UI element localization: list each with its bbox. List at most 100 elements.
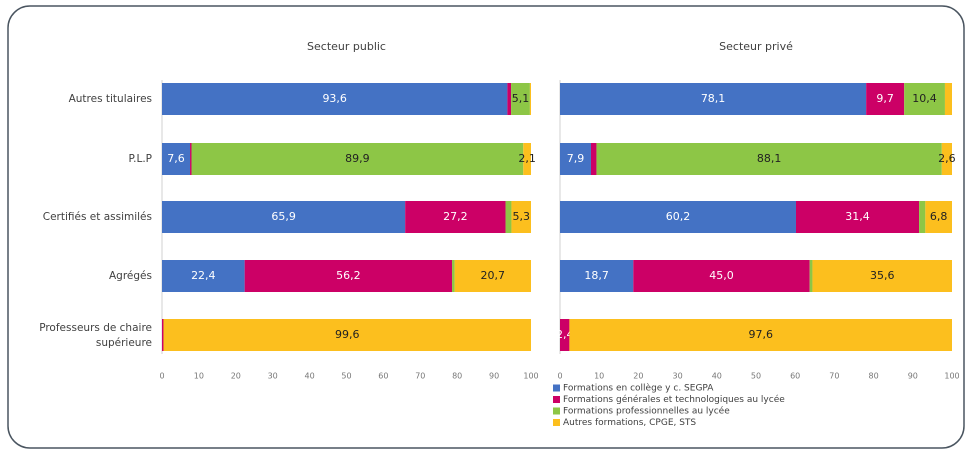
bar-segment: [162, 83, 508, 115]
value-label: 6,8: [930, 210, 948, 223]
y-tick-label: Certifiés et assimilés: [43, 211, 152, 223]
chart-title: Secteur privé: [719, 40, 793, 53]
bar-segment: [505, 201, 512, 233]
value-label: 5,3: [512, 210, 530, 223]
bar-segment: [523, 143, 531, 175]
bar-segment: [507, 83, 512, 115]
bar-segment: [560, 201, 796, 233]
value-label: 22,4: [191, 269, 216, 282]
value-label: 5,1: [512, 92, 530, 105]
y-tick-label: Professeurs de chaire supérieure: [39, 322, 152, 349]
bar-segment: [633, 260, 810, 292]
x-tick-label: 80: [869, 372, 879, 381]
x-tick-label: 40: [712, 372, 722, 381]
value-label: 7,6: [167, 152, 185, 165]
value-label: 60,2: [666, 210, 691, 223]
x-tick-label: 90: [908, 372, 918, 381]
bar-segment: [590, 143, 597, 175]
x-tick-label: 20: [231, 372, 241, 381]
value-label: 7,9: [567, 152, 585, 165]
x-tick-label: 90: [489, 372, 499, 381]
value-label: 93,6: [322, 92, 347, 105]
legend-swatch: [553, 384, 560, 392]
value-label: 31,4: [845, 210, 870, 223]
legend-label: Formations en collège y c. SEGPA: [563, 383, 714, 394]
value-label: 89,9: [345, 152, 370, 165]
y-tick-label: Agrégés: [109, 270, 152, 282]
value-label: 2,1: [518, 152, 536, 165]
x-tick-label: 40: [305, 372, 315, 381]
value-label: 88,1: [757, 152, 782, 165]
value-label: 65,9: [271, 210, 296, 223]
bar-segment: [162, 319, 164, 351]
legend-label: Autres formations, CPGE, STS: [563, 418, 696, 428]
bar-segment: [452, 260, 455, 292]
bar-segment: [596, 143, 942, 175]
bar-segment: [560, 83, 867, 115]
x-tick-label: 30: [673, 372, 683, 381]
value-label: 9,7: [876, 92, 894, 105]
bar-segment: [163, 319, 531, 351]
bar-segment: [162, 260, 245, 292]
bar-segment: [866, 83, 905, 115]
bar-segment: [925, 201, 952, 233]
x-tick-label: 10: [194, 372, 204, 381]
x-tick-label: 70: [415, 372, 425, 381]
x-tick-label: 0: [159, 372, 164, 381]
bar-segment: [511, 201, 531, 233]
bar-segment: [569, 319, 952, 351]
bar-segment: [162, 201, 406, 233]
x-tick-label: 60: [790, 372, 800, 381]
chart-title: Secteur public: [307, 40, 386, 53]
x-tick-label: 100: [523, 372, 538, 381]
value-label: 10,4: [912, 92, 937, 105]
value-label: 56,2: [336, 269, 361, 282]
x-tick-label: 60: [378, 372, 388, 381]
bar-segment: [941, 143, 952, 175]
bar-segment: [812, 260, 952, 292]
value-label: 27,2: [443, 210, 468, 223]
bar-segment: [190, 143, 192, 175]
value-label: 18,7: [584, 269, 609, 282]
legend-label: Formations professionnelles au lycée: [563, 406, 730, 417]
x-tick-label: 100: [944, 372, 959, 381]
x-tick-label: 80: [452, 372, 462, 381]
legend-swatch: [553, 396, 560, 403]
y-tick-label: P.L.P: [128, 153, 152, 165]
x-tick-label: 50: [751, 372, 761, 381]
bar-segment: [809, 260, 813, 292]
bar-segment: [191, 143, 524, 175]
value-label: 97,6: [748, 328, 773, 341]
x-tick-label: 30: [268, 372, 278, 381]
value-label: 45,0: [709, 269, 734, 282]
x-tick-label: 70: [829, 372, 839, 381]
label-line: supérieure: [96, 337, 152, 349]
bar-segment: [795, 201, 920, 233]
bar-segment: [244, 260, 453, 292]
x-tick-label: 10: [594, 372, 604, 381]
value-label: 2,6: [938, 152, 956, 165]
label-line: Professeurs de chaire: [39, 322, 152, 334]
y-tick-label: Autres titulaires: [69, 93, 152, 105]
bar-segment: [560, 143, 591, 175]
bar-segment: [944, 83, 952, 115]
bar-segment: [919, 201, 926, 233]
bar-segment: [162, 143, 191, 175]
value-label: 99,6: [335, 328, 360, 341]
value-label: 78,1: [701, 92, 726, 105]
bar-segment: [529, 83, 531, 115]
legend-label: Formations générales et technologiques a…: [563, 394, 785, 405]
value-label: 20,7: [481, 269, 506, 282]
bar-segment: [454, 260, 531, 292]
x-tick-label: 20: [633, 372, 643, 381]
legend-swatch: [553, 419, 560, 426]
value-label: 2,4: [556, 328, 574, 341]
legend-swatch: [553, 407, 560, 415]
x-tick-label: 0: [557, 372, 562, 381]
bar-segment: [560, 260, 634, 292]
bar-segment: [511, 83, 530, 115]
x-tick-label: 50: [341, 372, 351, 381]
bar-segment: [560, 319, 570, 351]
value-label: 35,6: [870, 269, 895, 282]
